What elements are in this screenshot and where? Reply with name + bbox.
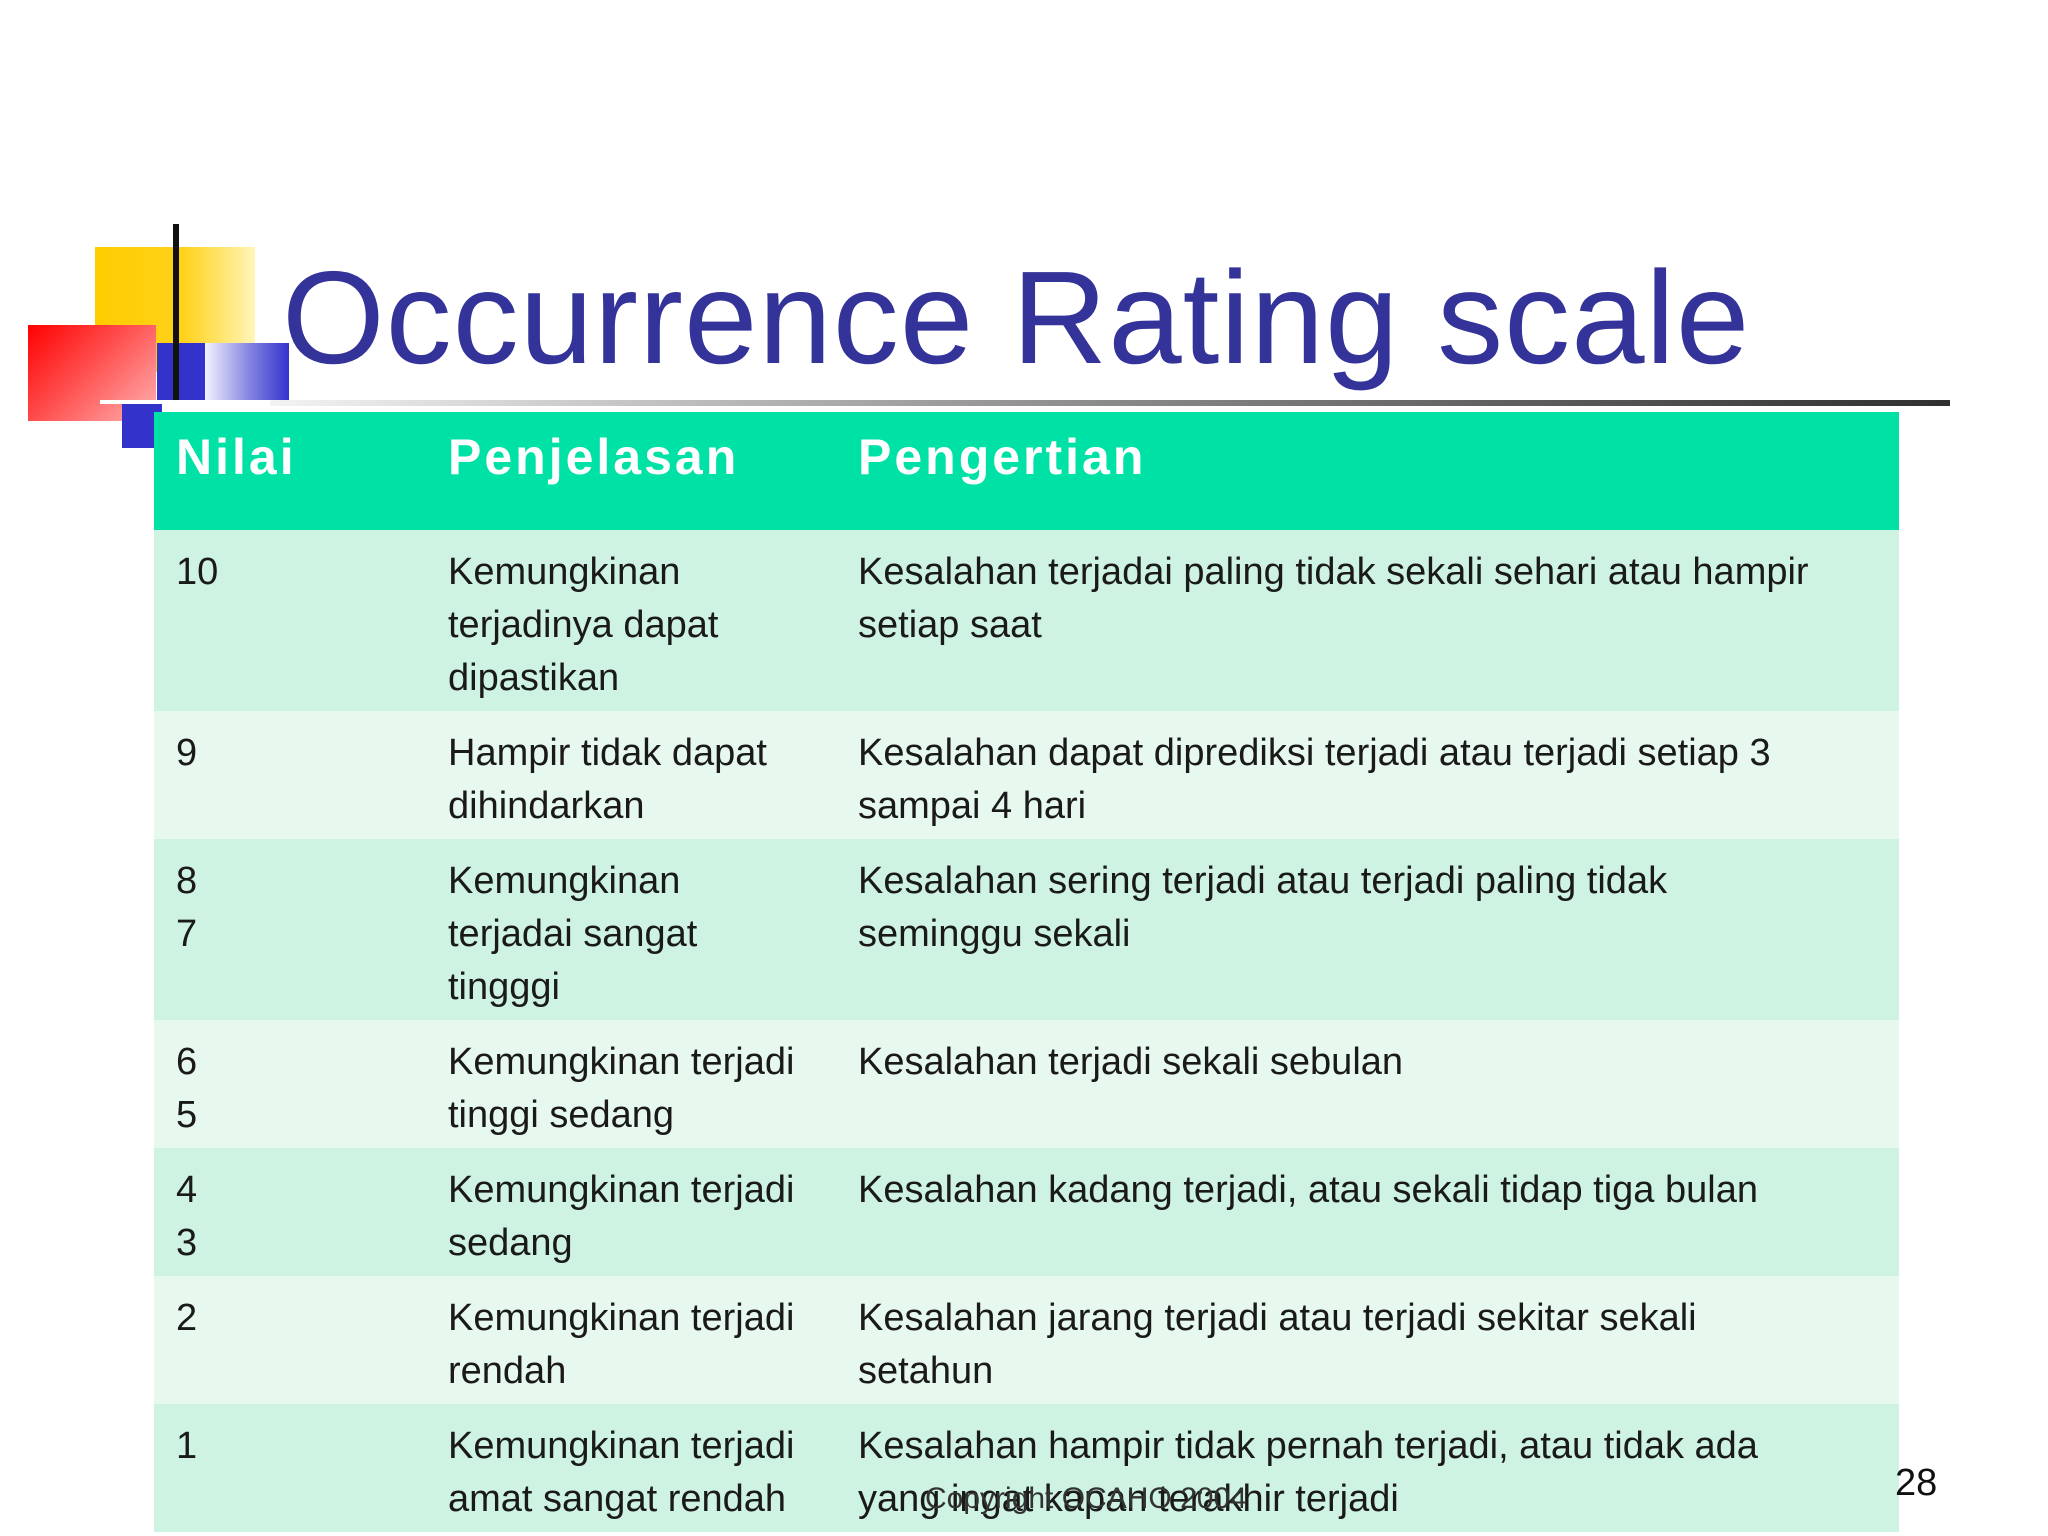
cell-nilai: 2	[154, 1276, 426, 1404]
cell-nilai: 6 5	[154, 1020, 426, 1148]
decor-vertical-line	[173, 224, 179, 404]
cell-pengertian: Kesalahan terjadi sekali sebulan	[836, 1020, 1899, 1148]
cell-nilai: 1	[154, 1404, 426, 1532]
table-row: 6 5 Kemungkinan terjadi tinggi sedang Ke…	[154, 1020, 1899, 1148]
table-row: 9 Hampir tidak dapat dihindarkan Kesalah…	[154, 711, 1899, 839]
table-row: 1 Kemungkinan terjadi amat sangat rendah…	[154, 1404, 1899, 1532]
cell-nilai: 9	[154, 711, 426, 839]
table-row: 10 Kemungkinan terjadinya dapat dipastik…	[154, 530, 1899, 711]
cell-penjelasan: Kemungkinan terjadi rendah	[426, 1276, 836, 1404]
table-row: 2 Kemungkinan terjadi rendah Kesalahan j…	[154, 1276, 1899, 1404]
cell-nilai: 10	[154, 530, 426, 711]
cell-pengertian: Kesalahan dapat diprediksi terjadi atau …	[836, 711, 1899, 839]
cell-pengertian: Kesalahan jarang terjadi atau terjadi se…	[836, 1276, 1899, 1404]
cell-penjelasan: Hampir tidak dapat dihindarkan	[426, 711, 836, 839]
cell-pengertian: Kesalahan terjadai paling tidak sekali s…	[836, 530, 1899, 711]
occurrence-rating-table: Nilai Penjelasan Pengertian 10 Kemungkin…	[154, 412, 1899, 1532]
cell-penjelasan: Kemungkinan terjadi tinggi sedang	[426, 1020, 836, 1148]
cell-penjelasan: Kemungkinan terjadai sangat tingggi	[426, 839, 836, 1020]
decor-white-line	[100, 400, 280, 404]
cell-pengertian: Kesalahan hampir tidak pernah terjadi, a…	[836, 1404, 1899, 1532]
table-header-row: Nilai Penjelasan Pengertian	[154, 412, 1899, 530]
copyright-footer: Copyright OCAHO 2004	[925, 1482, 1247, 1515]
decor-blue-square	[157, 343, 205, 400]
header-pengertian: Pengertian	[836, 412, 1899, 530]
decor-blue-gradient-square	[205, 343, 289, 400]
cell-pengertian: Kesalahan kadang terjadi, atau sekali ti…	[836, 1148, 1899, 1276]
cell-penjelasan: Kemungkinan terjadinya dapat dipastikan	[426, 530, 836, 711]
title-underline	[270, 400, 1950, 406]
cell-penjelasan: Kemungkinan terjadi amat sangat rendah	[426, 1404, 836, 1532]
page-number: 28	[1895, 1462, 1938, 1504]
cell-nilai: 8 7	[154, 839, 426, 1020]
slide-title: Occurrence Rating scale	[282, 244, 1751, 391]
cell-penjelasan: Kemungkinan terjadi sedang	[426, 1148, 836, 1276]
cell-nilai: 4 3	[154, 1148, 426, 1276]
header-nilai: Nilai	[154, 412, 426, 530]
table-row: 4 3 Kemungkinan terjadi sedang Kesalahan…	[154, 1148, 1899, 1276]
cell-pengertian: Kesalahan sering terjadi atau terjadi pa…	[836, 839, 1899, 1020]
table-row: 8 7 Kemungkinan terjadai sangat tingggi …	[154, 839, 1899, 1020]
header-penjelasan: Penjelasan	[426, 412, 836, 530]
